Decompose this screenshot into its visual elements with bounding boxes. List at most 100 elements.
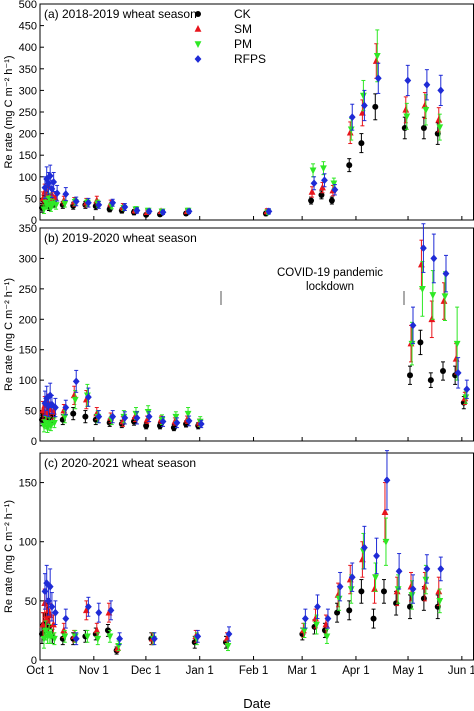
data-point <box>323 633 331 641</box>
data-point <box>440 297 448 304</box>
data-point <box>335 595 343 603</box>
data-point <box>420 244 427 252</box>
data-point <box>197 420 205 428</box>
data-point <box>347 586 355 594</box>
data-point <box>407 372 414 379</box>
panel-b: 0 50 100 150 200 250 300 350 Re rate (mg C m⁻² h… <box>3 223 474 448</box>
data-point <box>454 368 462 377</box>
data-point <box>435 115 443 123</box>
panel-title: (b) 2019-2020 wheat season <box>44 231 197 245</box>
y-tick-label: 250 <box>19 107 37 119</box>
data-point <box>371 585 378 592</box>
data-point <box>185 417 193 425</box>
data-point <box>308 197 315 204</box>
data-point <box>408 340 416 348</box>
data-point <box>121 413 129 422</box>
data-point <box>346 128 354 136</box>
data-point <box>359 92 367 100</box>
data-point <box>62 190 70 198</box>
data-point <box>143 422 150 429</box>
data-point <box>172 413 180 421</box>
data-point <box>417 339 424 346</box>
y-tick-label: 200 <box>19 129 37 141</box>
data-point <box>403 113 411 121</box>
y-tick-label: 150 <box>19 345 37 357</box>
data-point <box>50 178 58 186</box>
y-tick-label: 450 <box>19 21 37 33</box>
data-point <box>314 602 321 611</box>
data-point <box>331 185 339 194</box>
y-tick-label: 0 <box>31 655 37 667</box>
data-point <box>372 103 379 110</box>
y-tick-label: 300 <box>19 253 37 265</box>
legend-marker-sm <box>194 25 202 32</box>
y-tick-label: 300 <box>19 85 37 97</box>
data-point <box>46 172 54 180</box>
data-point <box>48 400 56 409</box>
data-point <box>84 198 92 207</box>
data-point <box>308 187 316 195</box>
legend-marker-pm <box>194 41 202 48</box>
series-rfps <box>41 450 445 646</box>
y-tick-label: 50 <box>25 596 37 608</box>
panel-c: 0 50 100 150 Re rate (mg C m⁻² h⁻¹) (c) 2020-… <box>3 450 474 667</box>
legend-label-pm: PM <box>234 37 252 51</box>
data-point <box>321 176 328 185</box>
data-point <box>348 113 356 122</box>
data-point <box>51 608 59 617</box>
data-point <box>145 412 153 421</box>
data-point <box>107 606 115 615</box>
data-point <box>442 269 450 278</box>
data-point <box>72 197 80 206</box>
data-point <box>441 293 449 301</box>
data-point <box>225 630 233 638</box>
data-point <box>185 207 193 216</box>
data-point <box>383 476 391 485</box>
y-tick-label: 0 <box>31 215 37 227</box>
data-point <box>436 598 444 605</box>
data-point <box>372 574 379 582</box>
x-axis-label: Date <box>243 696 270 711</box>
data-point <box>373 552 380 560</box>
series-ck <box>38 329 467 432</box>
data-point <box>62 614 70 623</box>
data-point <box>370 615 377 622</box>
data-point <box>95 412 103 421</box>
series-pm <box>40 29 444 217</box>
annotation-text: lockdown <box>306 281 354 293</box>
data-point <box>360 543 368 552</box>
x-tick-label: Dec 1 <box>131 665 161 677</box>
x-tick-label: Apr 1 <box>342 665 370 677</box>
data-point <box>462 394 470 402</box>
data-point <box>84 602 92 611</box>
data-point <box>121 203 129 211</box>
y-tick-label: 100 <box>19 172 37 184</box>
data-point <box>421 582 429 590</box>
y-axis-label: Re rate (mg C m⁻² h⁻¹) <box>3 500 15 613</box>
data-point <box>409 321 417 330</box>
data-point <box>320 165 327 173</box>
data-point <box>427 377 434 384</box>
x-tick-label: Jan 1 <box>186 665 214 677</box>
panel-a: 0 50 100 150 200 250 300 350 400 450 500 Re rate (m… <box>3 0 474 227</box>
data-point <box>116 634 124 643</box>
data-point <box>463 385 471 394</box>
series-pm <box>40 260 470 433</box>
data-point <box>360 101 368 110</box>
data-point <box>439 368 446 375</box>
legend-marker-rfps <box>194 55 202 63</box>
data-point <box>437 565 445 573</box>
data-point <box>159 417 167 426</box>
y-tick-label: 50 <box>25 193 37 205</box>
series-sm <box>39 482 443 653</box>
y-axis-label: Re rate (mg C m⁻² h⁻¹) <box>3 55 15 168</box>
data-point <box>336 582 344 591</box>
data-point <box>133 413 141 422</box>
series-sm <box>39 239 469 427</box>
data-point <box>300 627 308 635</box>
y-tick-label: 150 <box>19 478 37 490</box>
data-point <box>194 632 202 641</box>
data-point <box>61 413 69 421</box>
data-point <box>312 614 319 622</box>
